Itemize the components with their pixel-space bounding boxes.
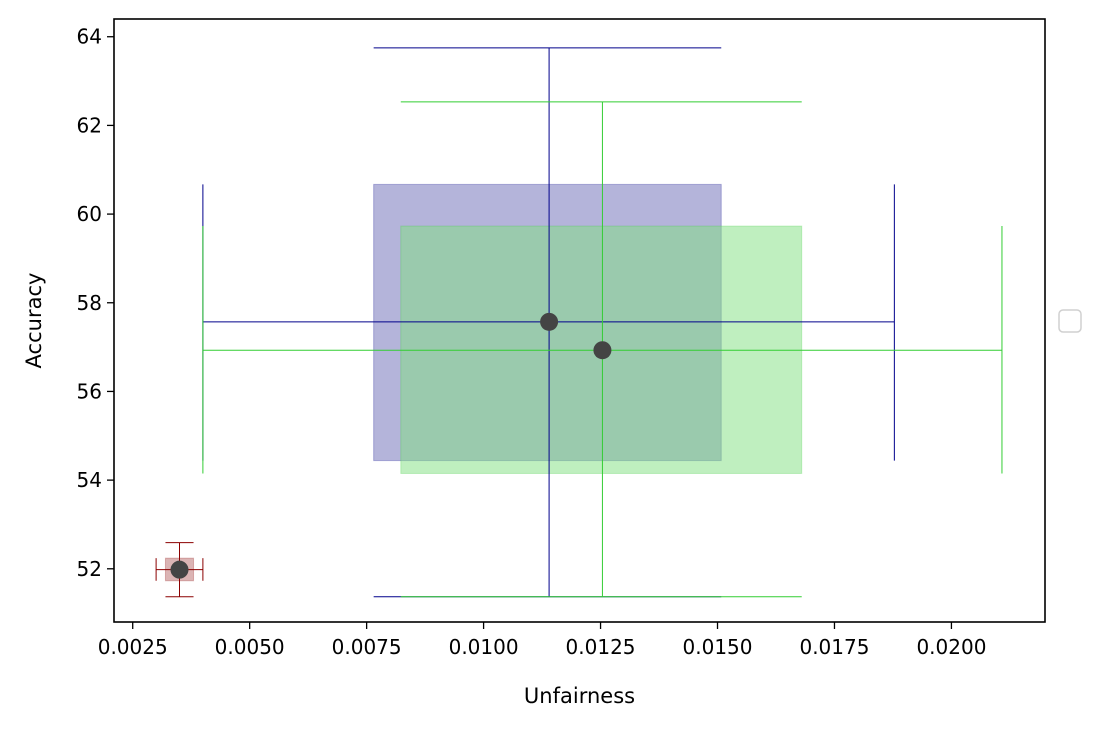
y-tick-label: 54 xyxy=(77,468,102,492)
errorbars-layer xyxy=(155,47,1003,598)
y-tick-label: 64 xyxy=(77,25,102,49)
y-tick-label: 52 xyxy=(77,557,102,581)
series-1-point xyxy=(540,312,559,331)
x-axis-label: Unfairness xyxy=(524,684,635,708)
series-2-point xyxy=(593,341,612,360)
x-tick-label: 0.0100 xyxy=(449,635,519,659)
x-axis-ticks: 0.0025 0.0050 0.0075 0.0100 0.0125 0.0150 0.01… xyxy=(98,622,986,659)
plot-frame xyxy=(113,18,1046,623)
y-tick-label: 58 xyxy=(77,291,102,315)
boxes-layer xyxy=(164,183,803,582)
x-tick-label: 0.0200 xyxy=(916,635,986,659)
y-axis-label: Accuracy xyxy=(22,273,46,369)
legend-box xyxy=(1058,309,1082,333)
x-tick-label: 0.0075 xyxy=(332,635,402,659)
x-tick-label: 0.0150 xyxy=(683,635,753,659)
series-3-point xyxy=(170,560,189,579)
y-tick-label: 56 xyxy=(77,379,102,403)
x-tick-label: 0.0050 xyxy=(215,635,285,659)
x-tick-label: 0.0175 xyxy=(799,635,869,659)
x-tick-label: 0.0125 xyxy=(566,635,636,659)
y-tick-label: 60 xyxy=(77,202,102,226)
points-layer xyxy=(170,312,612,579)
y-tick-label: 62 xyxy=(77,113,102,137)
y-axis-ticks: 52 54 56 58 60 62 64 xyxy=(77,25,114,581)
x-tick-label: 0.0025 xyxy=(98,635,168,659)
